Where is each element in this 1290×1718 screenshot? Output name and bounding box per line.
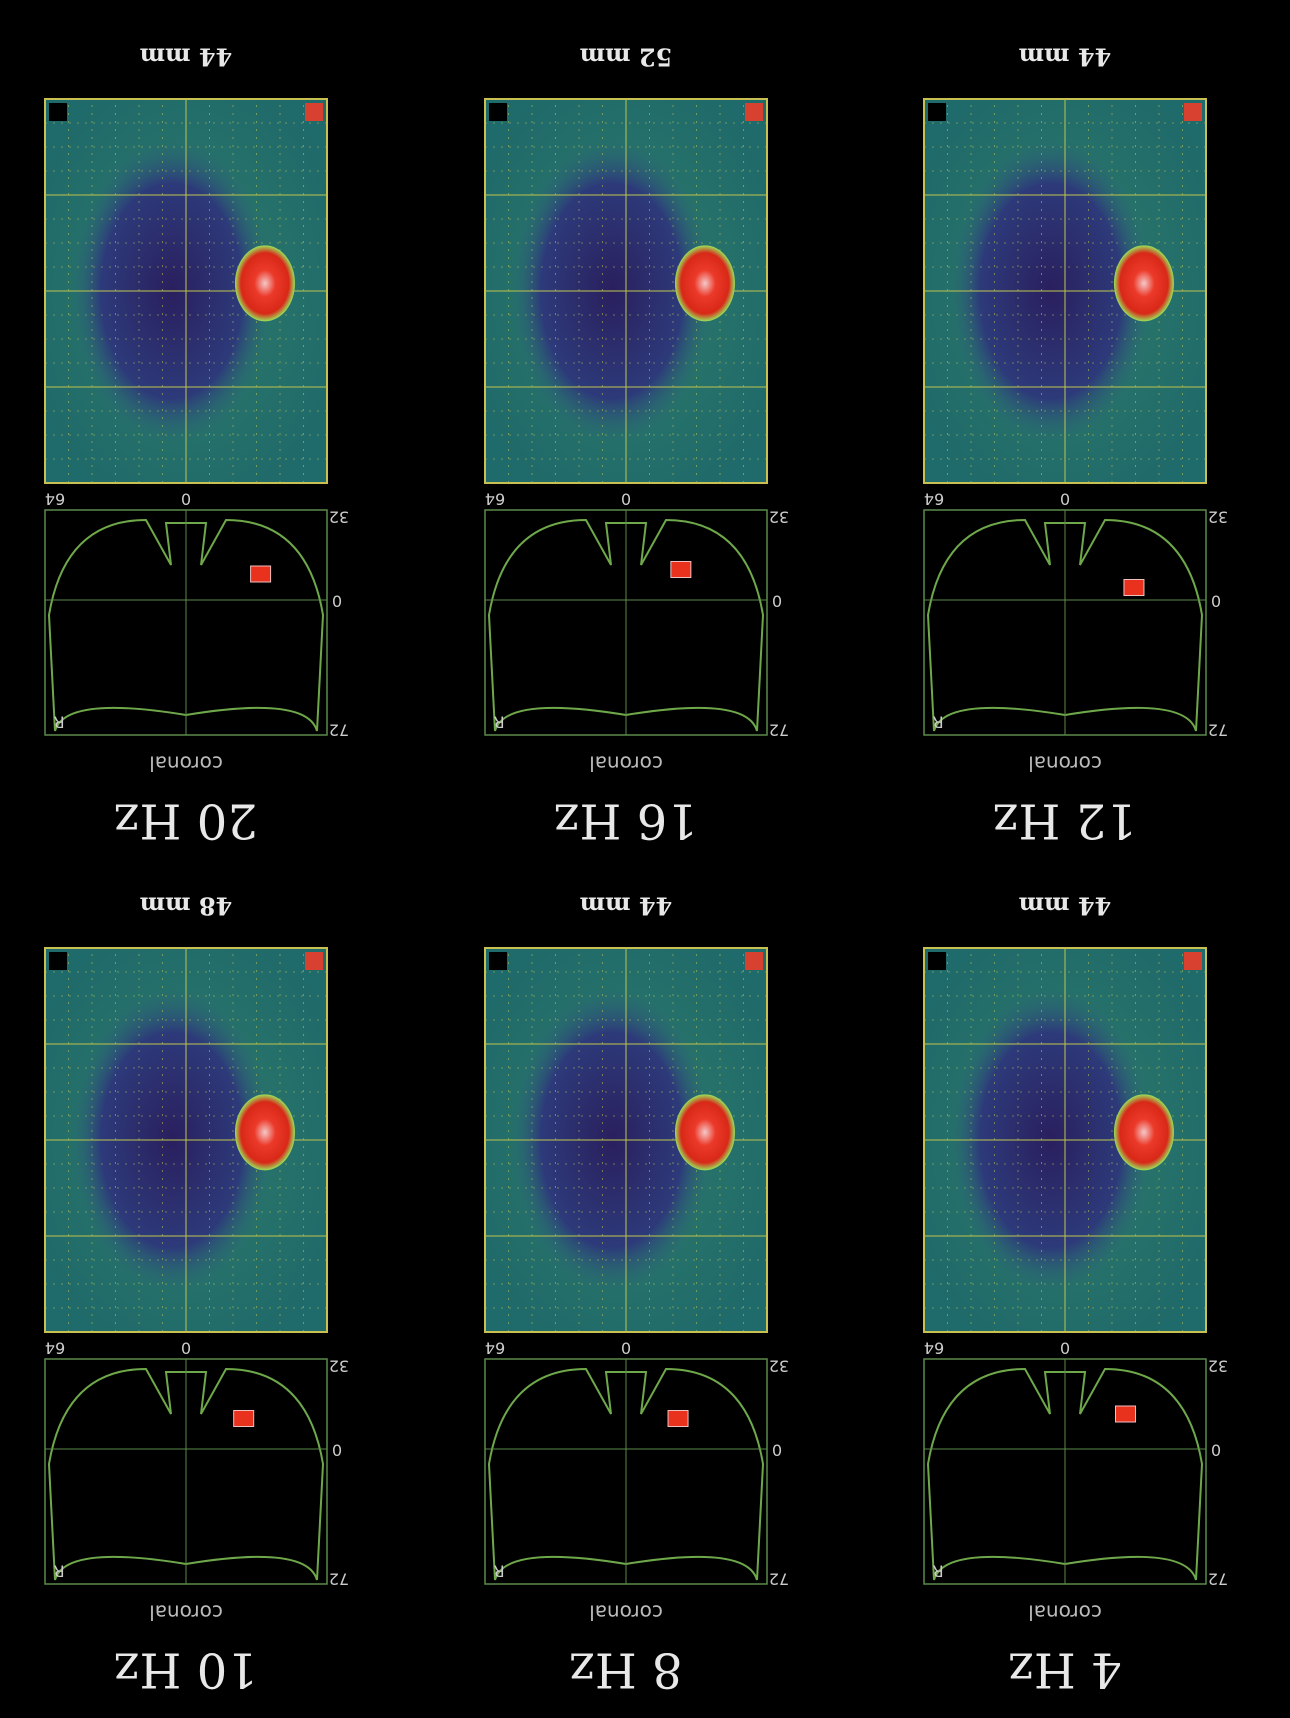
depth-label: 52 mm [580, 43, 673, 72]
axis-label: 0 [1211, 592, 1221, 611]
corner-marker [49, 952, 67, 970]
axis-label: 0 [1060, 490, 1070, 509]
activation-peak [1114, 1094, 1174, 1170]
axis-label: 72 [329, 1570, 349, 1589]
axis-label: 0 [181, 490, 191, 509]
depth-label: 48 mm [140, 892, 233, 921]
activation-marker [234, 1411, 254, 1427]
corner-marker [745, 103, 763, 121]
axis-label: R [493, 1562, 504, 1581]
axis-label: 64 [924, 490, 944, 509]
depth-label: 44 mm [1019, 43, 1112, 72]
frequency-label: 8 Hz [570, 1642, 683, 1698]
axis-label: 72 [1208, 1570, 1228, 1589]
axis-label: 64 [924, 1339, 944, 1358]
axis-label: 72 [1208, 721, 1228, 740]
depth-label: 44 mm [1019, 892, 1112, 921]
axis-label: 0 [621, 490, 631, 509]
axis-label: 0 [332, 592, 342, 611]
axis-label: 32 [769, 1357, 789, 1376]
panel: 20 Hz coronal 72 R 0 32 0 64 44 mm [45, 43, 349, 849]
panel: 4 Hz coronal 72 R 0 32 0 64 44 mm [924, 892, 1228, 1698]
activation-peak [675, 1094, 735, 1170]
activation-marker [1116, 1406, 1136, 1422]
axis-label: 64 [485, 1339, 505, 1358]
corner-marker [745, 952, 763, 970]
axis-label: 32 [1208, 1357, 1228, 1376]
axis-label: 64 [45, 1339, 65, 1358]
activation-peak [235, 245, 295, 321]
activation-marker [1124, 580, 1144, 596]
axis-label: 72 [769, 1570, 789, 1589]
view-label: coronal [149, 1601, 223, 1625]
axis-label: 0 [772, 1441, 782, 1460]
axis-label: 72 [769, 721, 789, 740]
axis-label: 0 [772, 592, 782, 611]
activation-marker [668, 1411, 688, 1427]
depth-label: 44 mm [580, 892, 673, 921]
axis-label: 0 [1060, 1339, 1070, 1358]
axis-label: 32 [329, 508, 349, 527]
axis-label: 0 [621, 1339, 631, 1358]
view-label: coronal [149, 752, 223, 776]
axis-label: 0 [181, 1339, 191, 1358]
panel: 16 Hz coronal 72 R 0 32 0 64 52 mm [485, 43, 789, 849]
corner-marker [928, 952, 946, 970]
activation-marker [671, 562, 691, 578]
panel: 10 Hz coronal 72 R 0 32 0 64 48 mm [45, 892, 349, 1698]
frequency-label: 20 Hz [114, 793, 257, 849]
corner-marker [49, 103, 67, 121]
axis-label: R [53, 713, 64, 732]
axis-label: 32 [329, 1357, 349, 1376]
axis-label: 32 [769, 508, 789, 527]
figure: 4 Hz coronal 72 R 0 32 0 64 44 mm 8 Hz coronal 72 R 0… [0, 0, 1290, 1718]
panel: 12 Hz coronal 72 R 0 32 0 64 44 mm [924, 43, 1228, 849]
frequency-label: 16 Hz [554, 793, 697, 849]
corner-marker [928, 103, 946, 121]
frequency-label: 4 Hz [1009, 1642, 1122, 1698]
frequency-label: 10 Hz [114, 1642, 257, 1698]
view-label: coronal [589, 1601, 663, 1625]
view-label: coronal [1028, 1601, 1102, 1625]
panel: 8 Hz coronal 72 R 0 32 0 64 44 mm [485, 892, 789, 1698]
corner-marker [489, 103, 507, 121]
axis-label: 64 [485, 490, 505, 509]
axis-label: 32 [1208, 508, 1228, 527]
axis-label: R [932, 1562, 943, 1581]
corner-marker [1184, 952, 1202, 970]
activation-marker [251, 566, 271, 582]
depth-label: 44 mm [140, 43, 233, 72]
axis-label: R [53, 1562, 64, 1581]
axis-label: 0 [1211, 1441, 1221, 1460]
frequency-label: 12 Hz [993, 793, 1136, 849]
view-label: coronal [589, 752, 663, 776]
corner-marker [489, 952, 507, 970]
activation-peak [675, 245, 735, 321]
corner-marker [1184, 103, 1202, 121]
axis-label: 64 [45, 490, 65, 509]
corner-marker [305, 103, 323, 121]
corner-marker [305, 952, 323, 970]
activation-peak [235, 1094, 295, 1170]
view-label: coronal [1028, 752, 1102, 776]
axis-label: 72 [329, 721, 349, 740]
axis-label: R [493, 713, 504, 732]
activation-peak [1114, 245, 1174, 321]
axis-label: 0 [332, 1441, 342, 1460]
axis-label: R [932, 713, 943, 732]
